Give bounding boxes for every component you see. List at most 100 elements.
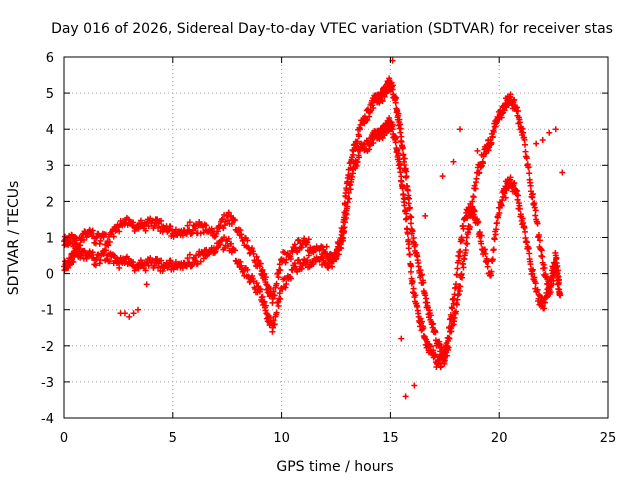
x-tick-label: 0 (60, 431, 68, 446)
axis-ticks: 0 5 10 15 20 25 -4 -3 -2 -1 0 1 2 3 4 5 6 (41, 51, 616, 446)
data-point-interp (92, 257, 99, 264)
data-point-interp (167, 257, 174, 264)
data-point-interp (273, 309, 280, 316)
data-point-interp (68, 232, 75, 239)
data-point-interp (342, 219, 349, 226)
data-point-interp (135, 265, 142, 272)
data-point-interp (531, 204, 538, 211)
data-point-interp (188, 263, 195, 270)
data-point-interp (457, 283, 464, 290)
data-point (411, 382, 418, 389)
data-point-interp (184, 255, 191, 262)
data-point-interp (249, 273, 256, 280)
data-point-interp (480, 160, 487, 167)
data-point-interp (506, 94, 513, 101)
data-point-interp (446, 324, 453, 331)
data-point-interp (250, 278, 257, 285)
data-point-interp (519, 215, 526, 222)
data-point-interp (547, 284, 554, 291)
data-point-interp (550, 269, 557, 276)
y-tick-label: 6 (46, 51, 54, 66)
data-point-interp (516, 119, 523, 126)
data-point-interp (231, 216, 238, 223)
data-point-interp (305, 252, 312, 259)
data-point-interp (423, 295, 430, 302)
data-point-interp (179, 232, 186, 239)
data-point-interp (326, 262, 333, 269)
data-point-interp (526, 250, 533, 257)
data-point-interp (304, 239, 311, 246)
data-point-interp (469, 203, 476, 210)
data-point-interp (170, 266, 177, 273)
data-point-interp (406, 251, 413, 258)
data-point-interp (379, 98, 386, 105)
data-point-interp (275, 303, 282, 310)
data-point-interp (200, 255, 207, 262)
data-point-interp (179, 264, 186, 271)
data-point-interp (404, 229, 411, 236)
data-point-interp (493, 220, 500, 227)
data-point-interp (221, 222, 228, 229)
data-point-interp (525, 164, 532, 171)
data-point-interp (341, 224, 348, 231)
data-point-interp (203, 222, 210, 229)
data-point-interp (488, 268, 495, 275)
data-point-interp (197, 230, 204, 237)
data-point-interp (507, 174, 514, 181)
data-point-interp (273, 280, 280, 287)
data-point-interp (464, 240, 471, 247)
data-point (559, 169, 566, 176)
data-point-interp (367, 141, 374, 148)
y-tick-label: -3 (41, 376, 54, 391)
data-point-interp (522, 141, 529, 148)
data-point-interp (496, 210, 503, 217)
data-point-interp (145, 223, 152, 230)
y-tick-label: 1 (46, 232, 54, 247)
data-point-interp (92, 235, 99, 242)
data-point-interp (142, 227, 149, 234)
data-point-interp (261, 270, 268, 277)
data-point-interp (165, 261, 172, 268)
data-point (485, 137, 492, 144)
data-point-interp (186, 219, 193, 226)
data-point-interp (249, 245, 256, 252)
data-point-interp (116, 228, 123, 235)
x-tick-label: 25 (600, 431, 617, 446)
y-tick-label: 0 (46, 268, 54, 283)
y-tick-label: 2 (46, 195, 54, 210)
data-point-interp (418, 271, 425, 278)
data-point-interp (407, 220, 414, 227)
data-point-interp (553, 254, 560, 261)
data-point-interp (432, 329, 439, 336)
data-point-interp (493, 226, 500, 233)
data-point (121, 310, 128, 317)
data-point-interp (69, 258, 76, 265)
data-point-interp (346, 195, 353, 202)
data-point-interp (121, 259, 128, 266)
data-point-interp (271, 292, 278, 299)
data-point-interp (412, 292, 419, 299)
data-point-interp (392, 134, 399, 141)
data-point-interp (511, 179, 518, 186)
data-point-interp (275, 274, 282, 281)
data-point-interp (470, 194, 477, 201)
data-point-interp (555, 276, 562, 283)
data-point-interp (155, 264, 162, 271)
data-point-interp (347, 186, 354, 193)
data-point-interp (167, 223, 174, 230)
data-point-interp (432, 351, 439, 358)
data-point-interp (515, 192, 522, 199)
data-point-interp (246, 279, 253, 286)
data-point-interp (294, 249, 301, 256)
data-point-interp (292, 244, 299, 251)
data-point-interp (370, 104, 377, 111)
data-point-interp (454, 265, 461, 272)
y-tick-label: -4 (41, 412, 54, 427)
data-point-interp (110, 233, 117, 240)
data-point-interp (466, 223, 473, 230)
data-point-interp (345, 189, 352, 196)
data-point-interp (408, 263, 415, 270)
data-point-interp (158, 217, 165, 224)
data-point-interp (188, 230, 195, 237)
data-point-interp (286, 252, 293, 259)
